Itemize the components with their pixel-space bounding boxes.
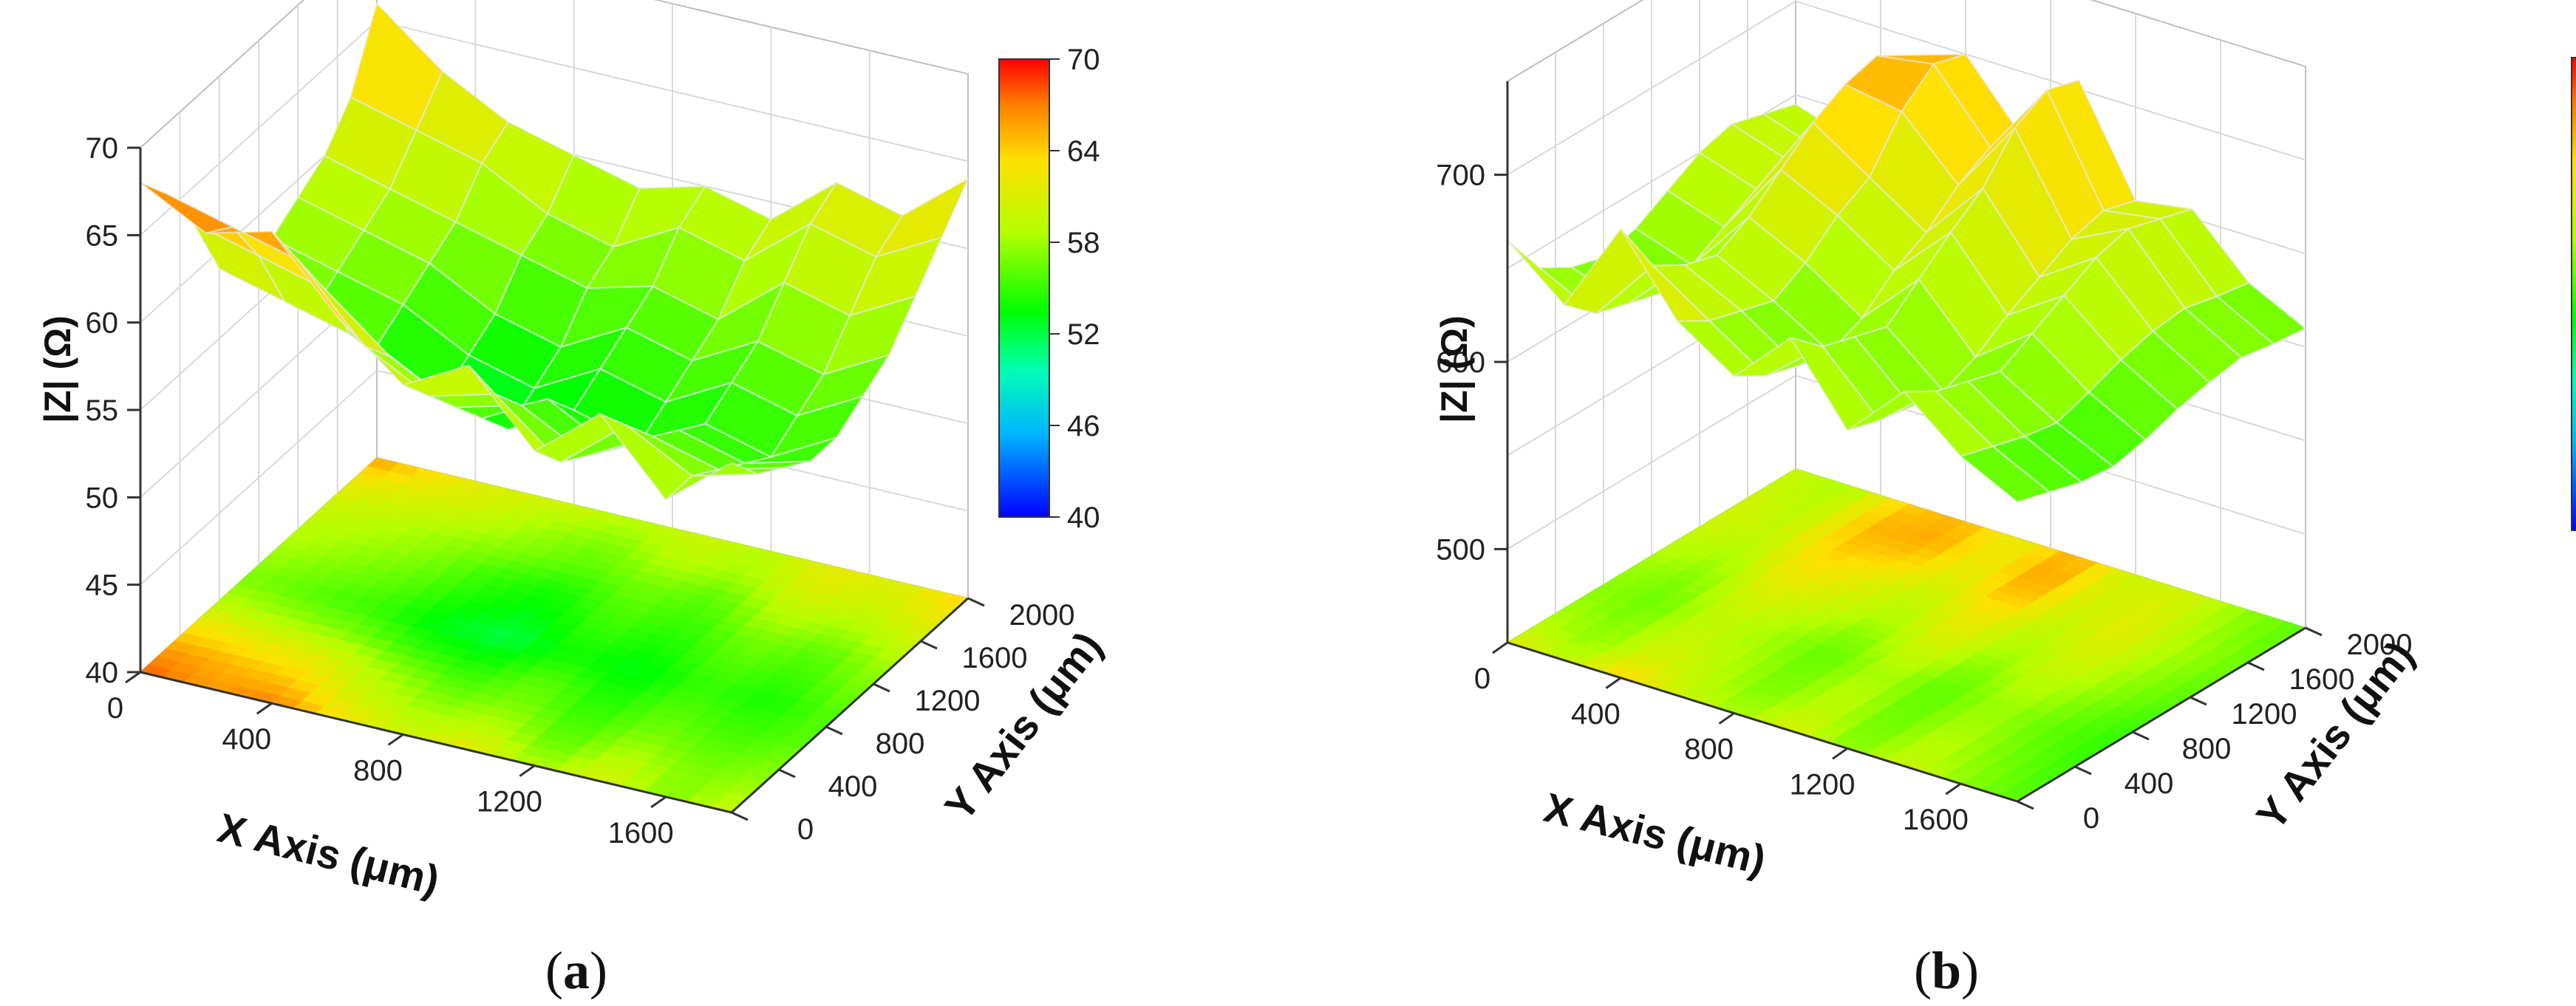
x-axis-line [140, 671, 732, 814]
wall-grid-line [1507, 0, 1796, 176]
z-tick-label: 40 [86, 657, 119, 689]
surface-cell [665, 462, 758, 501]
y-tick-mark [2247, 661, 2265, 671]
x-tick-label: 1200 [1790, 768, 1856, 801]
panel-letter: b [1932, 941, 1961, 1000]
wall-grid-line [140, 369, 378, 586]
y-tick-label: 1600 [962, 642, 1028, 674]
y-tick-label: 400 [2124, 767, 2174, 800]
y-tick-label: 1600 [2289, 663, 2355, 696]
x-tick-mark [519, 764, 536, 777]
z-tick-label: 45 [86, 569, 119, 602]
y-tick-label: 2000 [2347, 629, 2413, 661]
colorbar-label: 52 [1067, 318, 1100, 351]
colorbar-label: 58 [1067, 227, 1100, 259]
x-tick-mark [1605, 677, 1622, 690]
x-tick-label: 0 [1474, 663, 1490, 695]
y-tick-mark [731, 811, 749, 821]
colorbar-label: 64 [1067, 135, 1100, 168]
y-tick-mark [920, 640, 938, 650]
colorbar-label: 40 [1067, 502, 1100, 534]
x-tick-mark [1945, 782, 1962, 795]
x-axis-title: X Axis (μm) [1540, 784, 1771, 883]
z-tick-label: 500 [1436, 533, 1485, 566]
x-tick-mark [125, 671, 141, 684]
x-tick-mark [387, 733, 404, 746]
y-tick-mark [778, 768, 796, 779]
colorbar-label: 70 [1067, 44, 1100, 76]
colorbar-gradient [998, 58, 1050, 518]
surface-cell [1959, 445, 2051, 503]
panel-label: (b) [1914, 941, 1979, 1000]
panel-label: (a) [545, 941, 607, 1000]
colorbar-gradient [2571, 57, 2576, 531]
y-tick-mark [2190, 696, 2207, 706]
z-tick-label: 70 [86, 132, 119, 165]
x-axis-line [1507, 641, 2018, 803]
y-tick-mark [825, 725, 843, 736]
x-tick-mark [650, 795, 667, 809]
wall-grid-line [1507, 374, 1796, 550]
x-tick-mark [1718, 712, 1735, 725]
x-axis-title: X Axis (μm) [214, 804, 444, 903]
colorbar-label: 46 [1067, 410, 1100, 442]
contour-map [139, 457, 970, 813]
x-tick-label: 1600 [608, 817, 674, 849]
y-tick-label: 2000 [1009, 599, 1075, 632]
z-axis-title: |Z| (Ω) [1434, 315, 1476, 423]
x-tick-label: 1200 [477, 786, 542, 818]
y-tick-label: 1200 [915, 685, 981, 717]
surface-mesh [140, 1, 970, 502]
wall-grid-line [1795, 0, 2306, 161]
y-tick-mark [2017, 800, 2034, 810]
y-tick-mark [2132, 730, 2150, 741]
x-tick-label: 400 [222, 723, 271, 756]
y-tick-label: 800 [876, 728, 925, 760]
x-tick-label: 800 [1684, 733, 1734, 766]
x-tick-label: 0 [107, 692, 123, 725]
y-tick-mark [2305, 626, 2323, 637]
z-axis-title: |Z| (Ω) [37, 315, 79, 423]
y-tick-mark [967, 597, 985, 607]
surface-mesh [1507, 53, 2307, 503]
y-tick-mark [2074, 765, 2092, 776]
z-axis: 40 45 50 55 60 65 70 [86, 132, 142, 689]
y-tick-label: 0 [797, 813, 814, 846]
z-tick-label: 700 [1436, 160, 1485, 192]
wall-grid-line [376, 20, 969, 162]
colorbar: 750690630570510450 [2571, 57, 2576, 531]
y-tick-label: 1200 [2232, 698, 2297, 730]
y-axis-line [2017, 626, 2306, 803]
x-tick-label: 400 [1571, 698, 1621, 730]
y-tick-label: 800 [2182, 733, 2232, 765]
panel-letter: a [563, 941, 590, 1000]
z-axis: 500 600 700 [1436, 81, 1509, 643]
y-axis-line [730, 597, 970, 814]
y-tick-label: 0 [2083, 802, 2099, 835]
z-tick-label: 60 [86, 307, 119, 340]
x-tick-mark [1492, 641, 1508, 654]
z-tick-label: 600 [1436, 346, 1485, 379]
y-tick-label: 400 [828, 770, 878, 803]
x-tick-label: 1600 [1903, 804, 1969, 836]
z-tick-label: 65 [86, 219, 119, 252]
colorbar: 70 64 58 52 46 40 [998, 44, 1100, 534]
y-tick-mark [873, 682, 890, 693]
x-tick-mark [256, 702, 273, 715]
wall-grid-line [140, 20, 378, 236]
x-tick-label: 800 [353, 754, 403, 787]
z-tick-label: 50 [86, 482, 119, 514]
x-tick-mark [1832, 747, 1848, 760]
z-tick-label: 55 [86, 394, 119, 427]
